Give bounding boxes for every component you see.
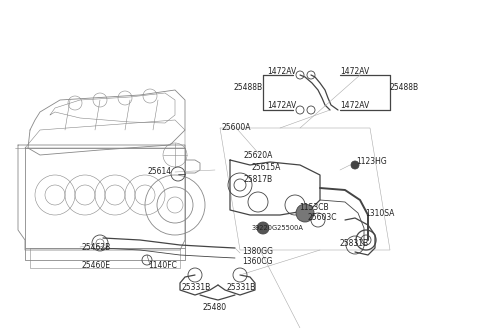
Text: 25462B: 25462B [81, 242, 110, 252]
Text: 25331B: 25331B [227, 283, 256, 293]
Text: 39220G25500A: 39220G25500A [252, 225, 304, 231]
Text: 25488B: 25488B [390, 84, 419, 92]
Text: 25614: 25614 [148, 168, 172, 176]
Circle shape [351, 161, 359, 169]
Text: 1360CG: 1360CG [242, 256, 273, 265]
Text: 1123HG: 1123HG [356, 156, 387, 166]
Text: 1472AV: 1472AV [340, 68, 369, 76]
Text: 1472AV: 1472AV [267, 68, 296, 76]
Circle shape [257, 222, 269, 234]
Text: 1472AV: 1472AV [267, 101, 296, 111]
Text: 25331B: 25331B [181, 283, 211, 293]
Text: 1140FC: 1140FC [148, 261, 177, 271]
Text: 1153CB: 1153CB [299, 202, 329, 212]
Text: 25460E: 25460E [81, 260, 110, 270]
Text: 1472AV: 1472AV [340, 101, 369, 111]
Text: 25600A: 25600A [222, 124, 252, 133]
Text: 25831B: 25831B [340, 238, 369, 248]
Text: 25620A: 25620A [243, 151, 272, 159]
Text: 25480: 25480 [203, 302, 227, 312]
Text: 1310SA: 1310SA [365, 209, 395, 217]
Circle shape [296, 204, 314, 222]
Text: 25488B: 25488B [234, 84, 263, 92]
Text: 25615A: 25615A [251, 163, 280, 173]
Text: 1380GG: 1380GG [242, 248, 273, 256]
Text: 25817B: 25817B [243, 174, 272, 183]
Text: 25603C: 25603C [308, 214, 337, 222]
